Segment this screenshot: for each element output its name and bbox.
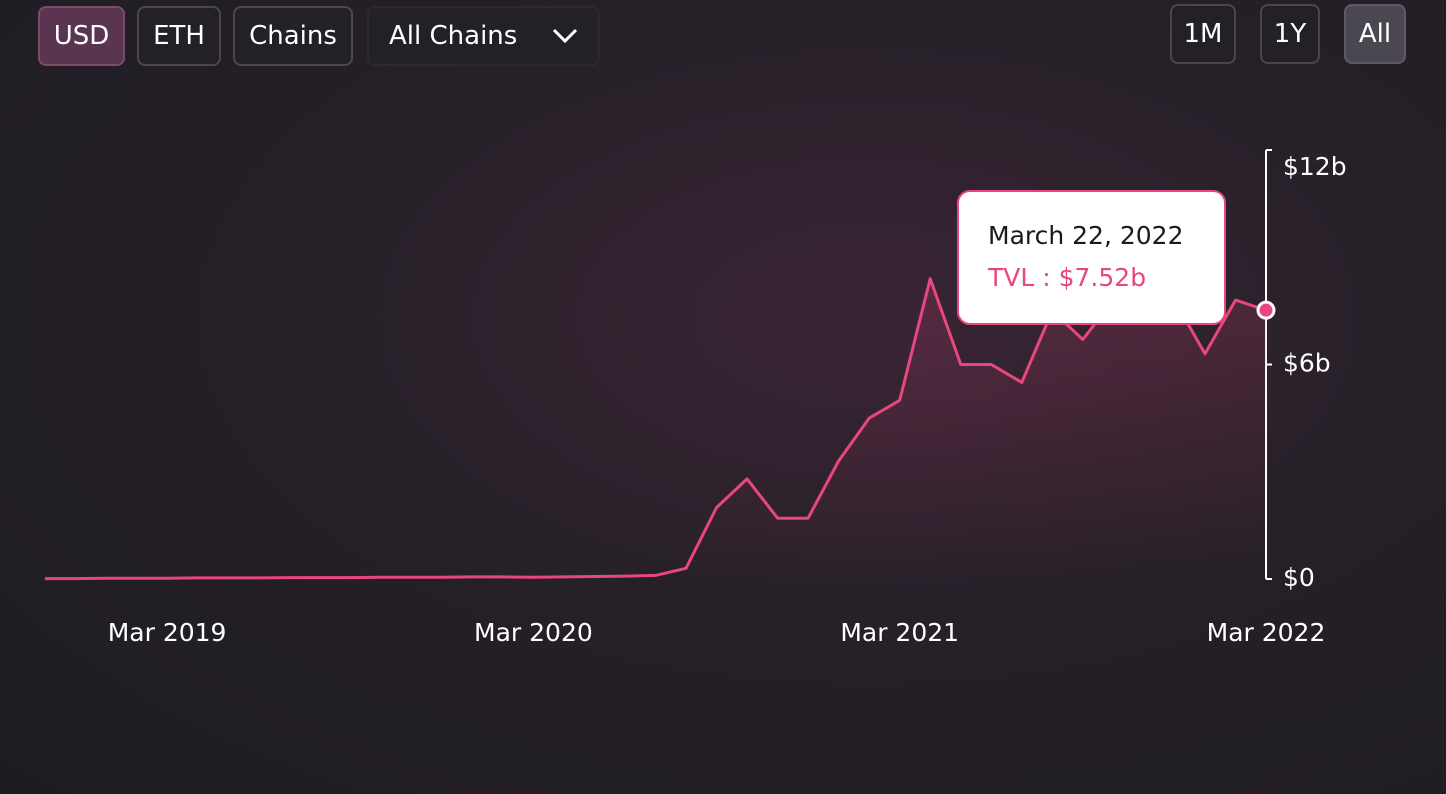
chain-select-label: All Chains (389, 21, 518, 51)
y-tick-label: $12b (1283, 152, 1347, 181)
range-all[interactable]: All (1344, 4, 1406, 64)
tooltip-box (957, 190, 1226, 325)
hover-point (1256, 300, 1276, 320)
x-tick-label: Mar 2019 (108, 618, 227, 647)
range-1y[interactable]: 1Y (1260, 4, 1320, 64)
tooltip-value: TVL : $7.52b (987, 263, 1146, 292)
x-tick-label: Mar 2022 (1207, 618, 1326, 647)
chevron (552, 28, 578, 44)
eth-button[interactable]: ETH (137, 6, 221, 66)
range-1m[interactable]: 1M (1170, 4, 1236, 64)
tooltip-date: March 22, 2022 (988, 221, 1183, 250)
chain-select[interactable]: All Chains (367, 6, 600, 66)
area (45, 275, 1266, 579)
x-tick-label: Mar 2020 (474, 618, 593, 647)
chains-button[interactable]: Chains (233, 6, 353, 66)
y-tick-label: $6b (1283, 349, 1331, 378)
chart: $0 $6b $12b Mar 2019 Mar 2020 Mar 2021 Mar 202… (45, 152, 1347, 647)
x-tick-label: Mar 2021 (840, 618, 959, 647)
usd-button[interactable]: USD (38, 6, 125, 66)
y-tick-label: $0 (1283, 563, 1315, 592)
